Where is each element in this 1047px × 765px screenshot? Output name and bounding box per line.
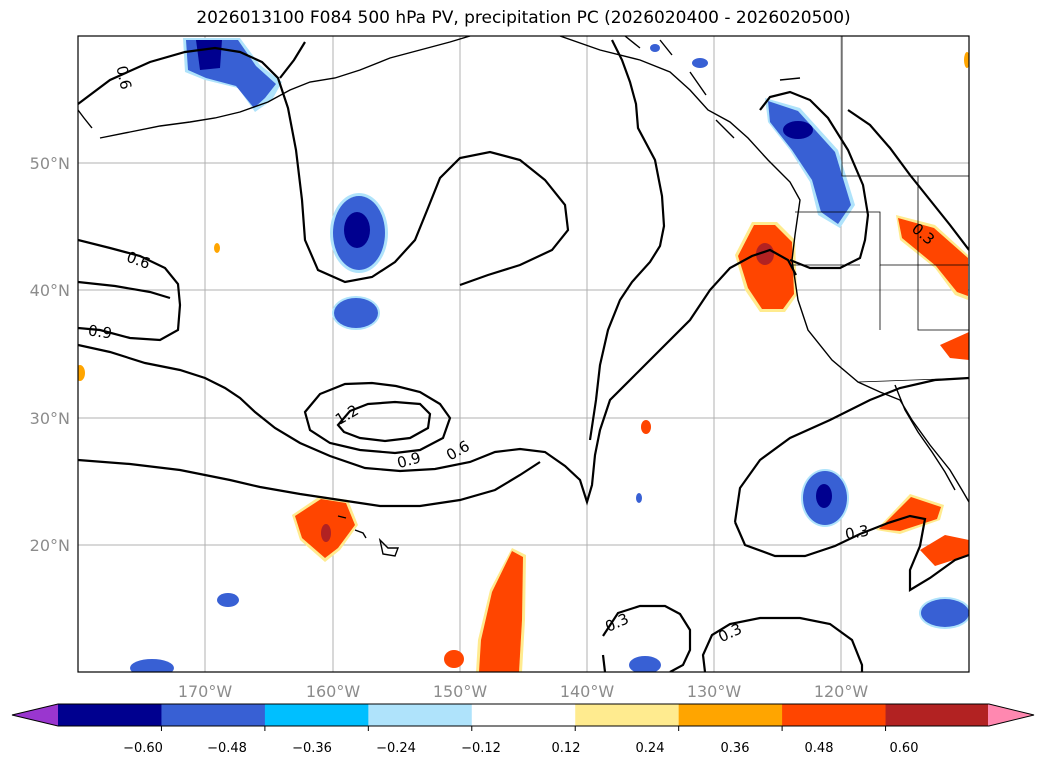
- colorbar-segment: [885, 704, 990, 726]
- lon-label: 140°W: [560, 682, 615, 701]
- colorbar-segment: [264, 704, 369, 726]
- colorbar-tick-label: 0.24: [636, 741, 665, 756]
- colorbar-tick-label: 0.12: [552, 741, 581, 756]
- colorbar-tick-label: −0.12: [461, 741, 501, 756]
- colorbar: [11, 703, 1035, 731]
- colorbar-segment: [368, 704, 473, 726]
- contour-label: 0.9: [87, 321, 113, 342]
- contour-label: 0.6: [113, 64, 136, 91]
- lat-label: 20°N: [30, 536, 70, 555]
- colorbar-segment: [782, 704, 887, 726]
- contour-label: 0.9: [395, 448, 423, 472]
- lon-label: 120°W: [814, 682, 869, 701]
- precip-negative-regions: [130, 38, 969, 672]
- colorbar-segment: [471, 704, 576, 726]
- longitude-labels: 170°W 160°W 150°W 140°W 130°W 120°W: [178, 682, 869, 701]
- colorbar-tick-label: −0.24: [376, 741, 416, 756]
- map-frame: [77, 35, 970, 673]
- contour-label: 0.3: [844, 522, 871, 544]
- lon-label: 170°W: [178, 682, 233, 701]
- colorbar-tick-label: 0.60: [890, 741, 919, 756]
- colorbar-tick-label: 0.48: [805, 741, 834, 756]
- colorbar-segment: [575, 704, 680, 726]
- colorbar-extend-low: [12, 704, 59, 726]
- lon-label: 130°W: [687, 682, 742, 701]
- colorbar-segment: [58, 704, 162, 726]
- pv-contours: [78, 39, 969, 672]
- lat-label: 50°N: [30, 154, 70, 173]
- lat-label: 40°N: [30, 281, 70, 300]
- lon-label: 150°W: [433, 682, 488, 701]
- colorbar-outline: [11, 703, 1035, 727]
- lon-label: 160°W: [306, 682, 361, 701]
- colorbar-tick-label: −0.36: [292, 741, 332, 756]
- coastlines: [78, 36, 969, 557]
- colorbar-tick-label: −0.48: [207, 741, 247, 756]
- colorbar-segment: [161, 704, 266, 726]
- colorbar-extend-high: [988, 704, 1034, 726]
- colorbar-tick-labels: −0.60 −0.48 −0.36 −0.24 −0.12 0.12 0.24 …: [123, 741, 918, 756]
- precip-positive-regions: [78, 52, 969, 672]
- latitude-labels: 50°N 40°N 30°N 20°N: [30, 154, 70, 555]
- colorbar-tick-label: −0.60: [123, 741, 163, 756]
- colorbar-segment: [678, 704, 783, 726]
- colorbar-tick-label: 0.36: [721, 741, 750, 756]
- lat-label: 30°N: [30, 409, 70, 428]
- plot-title: 2026013100 F084 500 hPa PV, precipitatio…: [196, 8, 851, 28]
